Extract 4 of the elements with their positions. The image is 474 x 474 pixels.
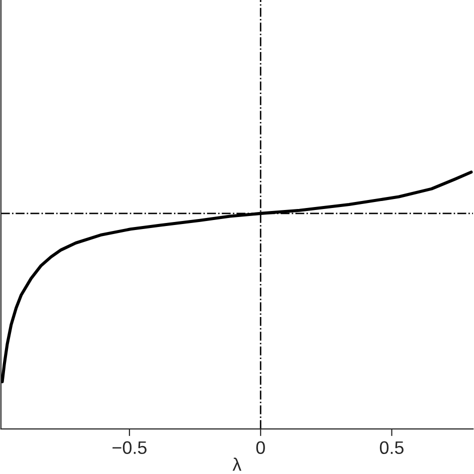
x-tick-label: 0.5 — [380, 441, 404, 454]
x-tick-label: 0 — [256, 441, 265, 454]
x-axis-title: λ — [232, 458, 242, 471]
x-tick-label: −0.5 — [112, 441, 147, 454]
